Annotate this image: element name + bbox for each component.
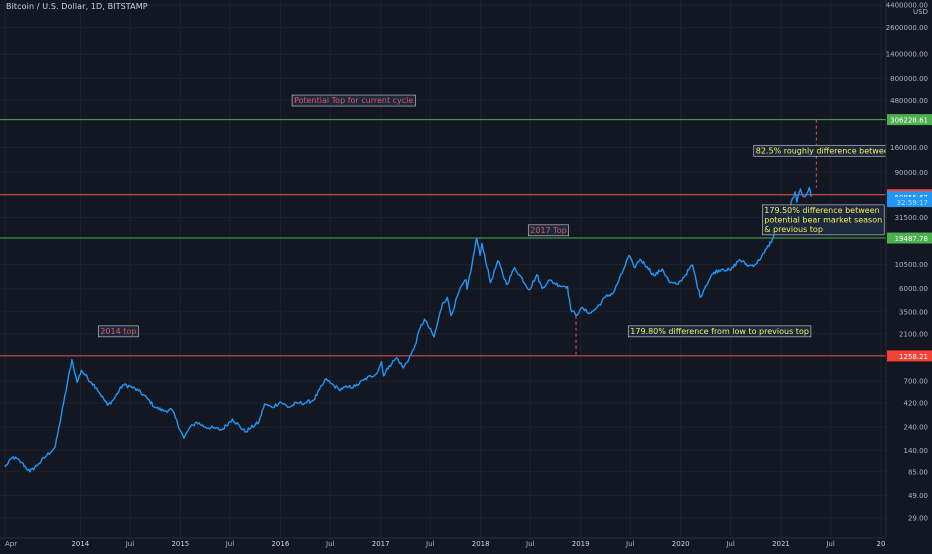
y-tick-label: 420.00 bbox=[904, 400, 929, 408]
annotation-text: 2014 top bbox=[100, 327, 136, 336]
price-axis-panel[interactable] bbox=[886, 0, 932, 550]
price-level-badge-label: 306228.61 bbox=[890, 117, 928, 125]
x-tick-label: 2021 bbox=[772, 540, 790, 548]
symbol-header: Bitcoin / U.S. Dollar, 1D, BITSTAMP bbox=[6, 2, 148, 11]
y-tick-label: 31500.00 bbox=[895, 214, 928, 222]
x-tick-label: Jul bbox=[725, 540, 735, 548]
price-axis-unit: USD bbox=[913, 8, 928, 16]
chart-annotation[interactable]: 2014 top bbox=[98, 325, 139, 338]
y-tick-label: 160000.00 bbox=[890, 144, 928, 152]
y-tick-label: 2600000.00 bbox=[886, 24, 928, 32]
x-tick-label: 2018 bbox=[472, 540, 490, 548]
annotation-box bbox=[761, 204, 885, 236]
annotation-box bbox=[291, 94, 416, 107]
x-tick-label: 2015 bbox=[171, 540, 189, 548]
x-tick-label: 2017 bbox=[372, 540, 390, 548]
x-tick-label: Apr bbox=[5, 540, 17, 548]
x-tick-label: 20 bbox=[877, 540, 886, 548]
x-tick-label: 2019 bbox=[572, 540, 590, 548]
chart-annotation[interactable]: 179.50% difference between potential bear… bbox=[761, 204, 885, 236]
x-tick-label: 2016 bbox=[271, 540, 289, 548]
x-tick-label: Jul bbox=[825, 540, 835, 548]
price-level-badge-label: 1258.21 bbox=[899, 353, 928, 361]
price-series-line[interactable] bbox=[4, 186, 812, 473]
y-tick-label: 2100.00 bbox=[899, 330, 928, 338]
y-tick-label: 85.00 bbox=[908, 468, 928, 476]
annotation-box bbox=[527, 224, 569, 237]
x-tick-label: Jul bbox=[425, 540, 435, 548]
y-tick-label: 90000.00 bbox=[895, 169, 928, 177]
annotation-text: Potential Top for current cycle bbox=[294, 96, 413, 105]
y-tick-label: 4400000.00 bbox=[886, 2, 928, 10]
annotation-text: 179.50% difference between potential bear… bbox=[764, 206, 882, 234]
y-tick-label: 1400000.00 bbox=[886, 51, 928, 59]
y-tick-label: 49.00 bbox=[908, 492, 928, 500]
y-tick-label: 3500.00 bbox=[899, 308, 928, 316]
annotation-box bbox=[98, 325, 139, 338]
price-level-badge bbox=[887, 191, 932, 203]
y-tick-label: 29.00 bbox=[908, 515, 928, 523]
annotation-text: 179.80% difference from low to previous … bbox=[630, 327, 809, 336]
y-tick-label: 6000.00 bbox=[899, 285, 928, 293]
x-tick-label: Jul bbox=[625, 540, 635, 548]
y-tick-label: 800000.00 bbox=[890, 75, 928, 83]
time-axis-panel[interactable] bbox=[0, 538, 932, 550]
x-tick-label: 2014 bbox=[71, 540, 89, 548]
y-tick-label: 240.00 bbox=[904, 424, 929, 432]
chart-annotation[interactable]: 2017 Top bbox=[527, 224, 569, 237]
annotation-box bbox=[627, 325, 812, 338]
annotation-text: 82.5% roughly difference between levels bbox=[756, 146, 920, 155]
x-tick-label: 2020 bbox=[672, 540, 690, 548]
price-level-badge bbox=[887, 232, 932, 244]
price-level-badge-label: 19487.78 bbox=[895, 235, 928, 243]
x-tick-label: Jul bbox=[125, 540, 135, 548]
chart-annotation[interactable]: 179.80% difference from low to previous … bbox=[627, 325, 812, 338]
price-level-badge bbox=[887, 350, 932, 362]
y-tick-label: 10500.00 bbox=[895, 261, 928, 269]
annotation-text: 2017 Top bbox=[530, 226, 566, 235]
x-tick-label: Jul bbox=[325, 540, 335, 548]
countdown-badge bbox=[887, 197, 932, 208]
x-tick-label: Jul bbox=[225, 540, 235, 548]
x-tick-label: Jul bbox=[525, 540, 535, 548]
price-level-badge bbox=[887, 114, 932, 126]
y-tick-label: 700.00 bbox=[904, 378, 929, 386]
y-tick-label: 140.00 bbox=[904, 447, 929, 455]
countdown-badge-label: 32:59:17 bbox=[897, 199, 928, 207]
chart-annotation[interactable]: Potential Top for current cycle bbox=[291, 94, 416, 107]
y-tick-label: 480000.00 bbox=[890, 97, 928, 105]
